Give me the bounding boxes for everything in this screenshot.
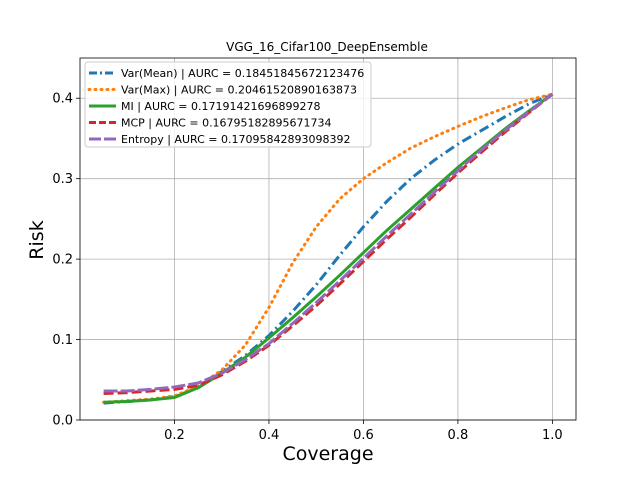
legend-label-3: MCP | AURC = 0.16795182895671734 <box>121 117 332 130</box>
x-tick-label: 0.8 <box>448 428 469 443</box>
legend-label-1: Var(Max) | AURC = 0.20461520890163873 <box>121 84 357 97</box>
legend-label-2: MI | AURC = 0.17191421696899278 <box>121 100 320 113</box>
x-axis-title: Coverage <box>282 443 373 465</box>
x-tick-label: 0.4 <box>259 428 280 443</box>
series-line-4 <box>103 92 554 393</box>
legend-label-0: Var(Mean) | AURC = 0.18451845672123476 <box>121 67 364 80</box>
series-layer <box>102 92 554 405</box>
legend-label-4: Entropy | AURC = 0.17095842893098392 <box>121 133 350 146</box>
legend: Var(Mean) | AURC = 0.18451845672123476 Va… <box>84 61 372 148</box>
y-axis: 0.0 0.1 0.2 0.3 0.4 <box>52 92 80 429</box>
legend-box <box>84 61 372 148</box>
x-axis: 0.2 0.4 0.6 0.8 1.0 <box>164 420 563 443</box>
x-tick-label: 0.6 <box>353 428 374 443</box>
y-tick-label: 0.1 <box>52 333 73 348</box>
y-tick-label: 0.2 <box>52 253 73 268</box>
y-axis-title: Risk <box>26 220 48 259</box>
x-tick-label: 0.2 <box>164 428 185 443</box>
y-tick-label: 0.3 <box>52 172 73 187</box>
chart-title: VGG_16_Cifar100_DeepEnsemble <box>226 40 428 54</box>
x-tick-label: 1.0 <box>542 428 563 443</box>
y-tick-label: 0.0 <box>52 414 73 429</box>
axes-frame <box>79 57 577 421</box>
series-line-3 <box>103 93 554 395</box>
y-tick-label: 0.4 <box>52 92 73 107</box>
